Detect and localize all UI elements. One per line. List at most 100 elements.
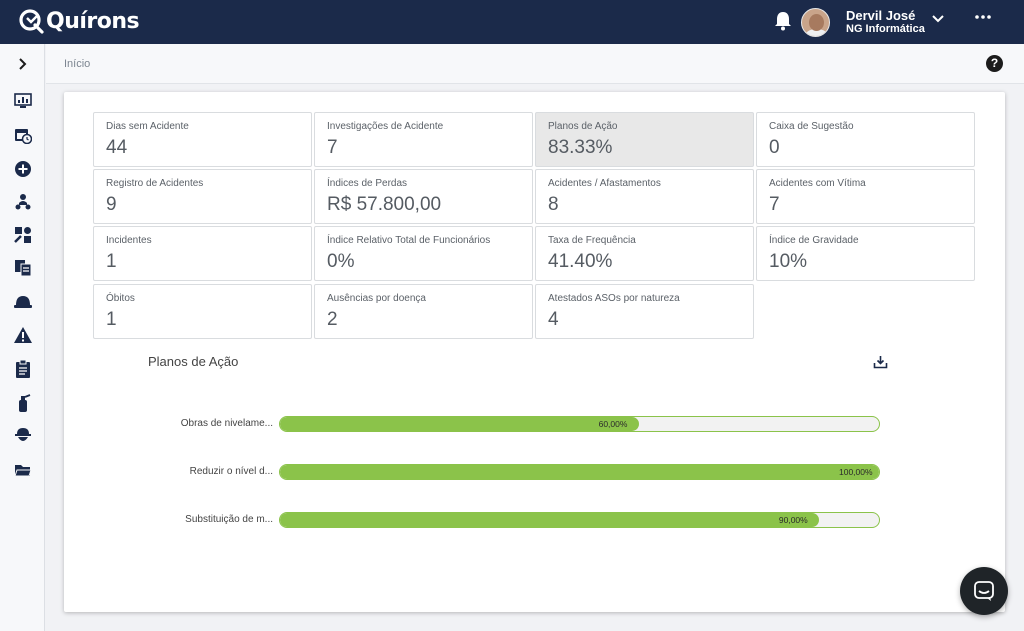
kpi-label: Índice de Gravidade [769, 235, 859, 246]
sidebar-item-alerts[interactable] [12, 324, 33, 345]
kpi-label: Acidentes / Afastamentos [548, 178, 661, 189]
kpi-value: 8 [548, 194, 559, 215]
folder-open-icon [13, 464, 32, 476]
kpi-value: 0% [327, 251, 355, 272]
clipboard-icon [15, 359, 30, 378]
kpi-label: Dias sem Acidente [106, 121, 189, 132]
kpi-label: Registro de Acidentes [106, 178, 204, 189]
sidebar-item-add[interactable] [12, 158, 33, 179]
kpi-card[interactable]: Dias sem Acidente 44 [93, 112, 312, 167]
kpi-value: 1 [106, 251, 117, 272]
sidebar-toggle[interactable] [0, 44, 45, 84]
fire-extinguisher-icon [18, 393, 30, 412]
kpi-card[interactable]: Acidentes com Vítima 7 [756, 169, 975, 224]
worker-icon [14, 427, 31, 441]
kpi-value: 41.40% [548, 251, 613, 272]
kpi-value: 9 [106, 194, 117, 215]
breadcrumb[interactable]: Início [64, 58, 91, 70]
kpi-label: Índices de Perdas [327, 178, 408, 189]
kpi-card[interactable]: Índice Relativo Total de Funcionários 0% [314, 226, 533, 281]
sidebar-item-settings[interactable] [12, 224, 33, 245]
sidebar-item-documents[interactable] [12, 257, 33, 278]
sidebar-item-reports[interactable] [12, 358, 33, 379]
app-logo[interactable]: Quírons [18, 8, 140, 34]
chevron-right-icon[interactable] [18, 58, 28, 70]
settings-puzzle-icon [13, 226, 31, 243]
calendar-clock-icon [14, 128, 32, 144]
breadcrumb-bar: Início ? [46, 44, 1024, 84]
kpi-value: 2 [327, 309, 338, 330]
kpi-value: 83.33% [548, 137, 613, 158]
bar-fill [280, 417, 640, 431]
more-options-icon[interactable] [975, 15, 991, 19]
kpi-card[interactable]: Óbitos 1 [93, 284, 312, 339]
kpi-label: Ausências por doença [327, 293, 426, 304]
bell-icon[interactable] [774, 11, 792, 31]
dashboard-card: Dias sem Acidente 44 Investigações de Acid… [64, 92, 1005, 612]
sidebar-item-files[interactable] [12, 459, 33, 480]
kpi-card[interactable]: Índices de Perdas R$ 57.800,00 [314, 169, 533, 224]
kpi-card[interactable]: Registro de Acidentes 9 [93, 169, 312, 224]
kpi-value: 7 [769, 194, 780, 215]
logo-icon [19, 9, 44, 34]
people-network-icon [15, 193, 30, 209]
bar-label: Substituição de m... [185, 514, 273, 525]
kpi-label: Acidentes com Vítima [769, 178, 866, 189]
kpi-value: 4 [548, 309, 559, 330]
bar-value-label: 90,00% [778, 515, 808, 525]
bar-fill [280, 513, 820, 527]
kpi-label: Planos de Ação [548, 121, 618, 132]
kpi-label: Atestados ASOs por natureza [548, 293, 680, 304]
kpi-label: Investigações de Acidente [327, 121, 444, 132]
kpi-value: 44 [106, 137, 128, 158]
sidebar-item-fire[interactable] [12, 392, 33, 413]
sidebar-item-people[interactable] [12, 191, 33, 212]
sidebar-item-calendar[interactable] [12, 124, 33, 145]
help-icon[interactable]: ? [986, 55, 1003, 72]
chevron-down-icon[interactable] [932, 15, 944, 23]
kpi-value: 0 [769, 137, 780, 158]
user-name[interactable]: Dervil José [846, 8, 916, 23]
kpi-card[interactable]: Atestados ASOs por natureza 4 [535, 284, 754, 339]
sidebar-item-dashboard[interactable] [12, 90, 33, 111]
sidebar-item-epi[interactable] [12, 290, 33, 311]
kpi-value: 10% [769, 251, 808, 272]
add-circle-icon [14, 160, 31, 177]
kpi-card[interactable]: Caixa de Sugestão 0 [756, 112, 975, 167]
bar-value-label: 60,00% [598, 419, 628, 429]
sidebar-item-workers[interactable] [12, 425, 33, 446]
bar-track: 60,00% [279, 416, 880, 432]
documents-icon [14, 259, 31, 276]
kpi-value: 7 [327, 137, 338, 158]
kpi-value: 1 [106, 309, 117, 330]
kpi-label: Taxa de Frequência [548, 235, 636, 246]
bar-track: 90,00% [279, 512, 880, 528]
kpi-label: Caixa de Sugestão [769, 121, 854, 132]
logo-text: Quírons [46, 8, 140, 34]
bar-label: Obras de nivelame... [180, 418, 273, 429]
kpi-card[interactable]: Incidentes 1 [93, 226, 312, 281]
bar-value-label: 100,00% [839, 467, 873, 477]
chat-button[interactable] [960, 567, 1008, 615]
top-bar: Quírons Dervil José NG Informática [0, 0, 1024, 44]
bar-label: Reduzir o nível d... [189, 466, 273, 477]
warning-triangle-icon [13, 326, 32, 343]
download-icon[interactable] [873, 355, 888, 369]
kpi-card[interactable]: Investigações de Acidente 7 [314, 112, 533, 167]
kpi-card[interactable]: Taxa de Frequência 41.40% [535, 226, 754, 281]
bar-track: 100,00% [279, 464, 880, 480]
user-organization[interactable]: NG Informática [846, 23, 925, 35]
kpi-label: Incidentes [106, 235, 152, 246]
kpi-card[interactable]: Planos de Ação 83.33% [535, 112, 754, 167]
chart-title: Planos de Ação [148, 354, 239, 369]
dashboard-monitor-icon [13, 92, 32, 108]
bar-fill [280, 465, 879, 479]
sidebar [0, 44, 45, 631]
avatar[interactable] [801, 8, 830, 37]
chat-bubble-icon [974, 581, 994, 601]
hard-hat-icon [13, 295, 32, 308]
kpi-card[interactable]: Acidentes / Afastamentos 8 [535, 169, 754, 224]
kpi-label: Índice Relativo Total de Funcionários [327, 235, 491, 246]
kpi-card[interactable]: Índice de Gravidade 10% [756, 226, 975, 281]
kpi-card[interactable]: Ausências por doença 2 [314, 284, 533, 339]
